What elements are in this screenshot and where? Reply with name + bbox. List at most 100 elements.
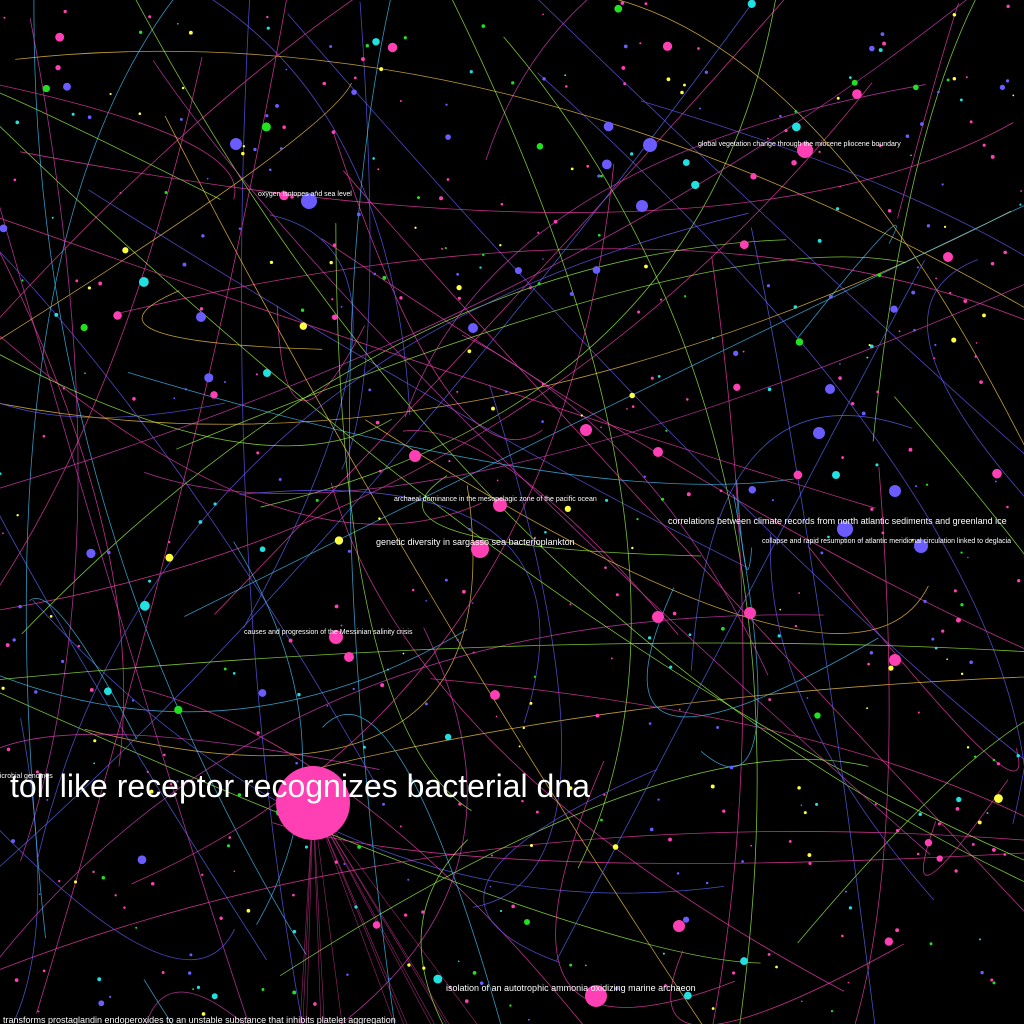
edge: [15, 50, 1024, 308]
node: [848, 76, 852, 79]
node: [585, 985, 607, 1007]
node: [491, 406, 495, 411]
node: [683, 295, 687, 298]
edge: [538, 0, 1024, 455]
node: [533, 536, 537, 540]
node: [876, 390, 880, 394]
node: [295, 761, 298, 765]
edge: [184, 205, 1024, 617]
node: [603, 793, 606, 796]
node: [742, 350, 745, 353]
node: [673, 920, 685, 932]
node-label: oxygen isotopes and sea level: [258, 191, 352, 198]
edge: [233, 541, 303, 925]
node: [710, 784, 715, 789]
edge: [0, 402, 225, 418]
node: [898, 330, 901, 333]
edge: [141, 688, 583, 1024]
node: [916, 852, 920, 856]
node-label: global vegetation change through the mio…: [698, 141, 901, 148]
node: [820, 551, 824, 555]
node: [373, 272, 377, 276]
node: [304, 845, 308, 849]
node: [791, 122, 801, 132]
node: [570, 167, 574, 171]
node: [402, 652, 405, 655]
node: [537, 231, 540, 234]
node: [924, 839, 933, 847]
node: [107, 550, 111, 555]
edge: [312, 802, 432, 1024]
node: [377, 168, 380, 171]
edge: [312, 802, 343, 1024]
node: [347, 549, 351, 553]
edge: [422, 475, 702, 557]
node: [918, 812, 922, 817]
node: [969, 120, 973, 124]
node: [895, 928, 900, 933]
node: [233, 870, 236, 873]
node: [524, 919, 530, 925]
node: [889, 654, 901, 666]
node: [356, 212, 361, 217]
node: [292, 929, 297, 934]
node: [683, 991, 692, 1000]
node: [888, 665, 894, 671]
node: [580, 424, 592, 436]
node: [529, 843, 534, 848]
node: [275, 103, 279, 108]
node: [315, 498, 319, 502]
node-label: archaeal dominance in the mesopelagic zo…: [394, 496, 597, 503]
node: [541, 382, 545, 386]
node: [975, 342, 978, 344]
node-label: isolation of an autotrophic ammonia oxid…: [446, 983, 696, 993]
node: [403, 913, 408, 917]
node: [238, 227, 242, 231]
node: [322, 81, 327, 86]
node: [704, 70, 709, 74]
node: [181, 86, 185, 90]
edge: [797, 224, 897, 339]
node: [334, 536, 344, 545]
node: [163, 753, 166, 757]
node: [537, 282, 541, 286]
node: [399, 100, 402, 102]
edge: [807, 545, 1020, 772]
node: [973, 755, 977, 758]
node: [98, 1000, 105, 1007]
node: [346, 973, 349, 976]
node: [870, 507, 874, 511]
node: [739, 240, 749, 250]
edge: [322, 713, 502, 1024]
node: [386, 668, 389, 671]
node: [403, 36, 407, 40]
edge: [0, 217, 876, 509]
node: [747, 0, 756, 8]
node: [828, 294, 833, 299]
node-label: correlations between climate records fro…: [668, 516, 1007, 526]
node: [963, 299, 968, 304]
node: [490, 854, 493, 857]
edge: [312, 802, 447, 1024]
node: [6, 747, 11, 752]
node: [479, 981, 484, 985]
edge: [135, 0, 1024, 882]
node: [472, 970, 477, 975]
node: [920, 122, 924, 126]
node: [569, 963, 573, 967]
node: [139, 600, 150, 611]
node: [719, 489, 723, 493]
node: [331, 130, 336, 134]
node: [352, 687, 355, 691]
edge: [854, 467, 890, 1024]
node: [169, 782, 173, 786]
node: [952, 13, 957, 17]
node: [12, 638, 16, 642]
node-label: causes and progression of the Messinian …: [244, 629, 413, 636]
node: [676, 872, 680, 875]
node: [980, 970, 984, 975]
node: [226, 844, 231, 848]
node: [952, 76, 957, 81]
node: [729, 765, 734, 770]
node: [290, 195, 294, 199]
